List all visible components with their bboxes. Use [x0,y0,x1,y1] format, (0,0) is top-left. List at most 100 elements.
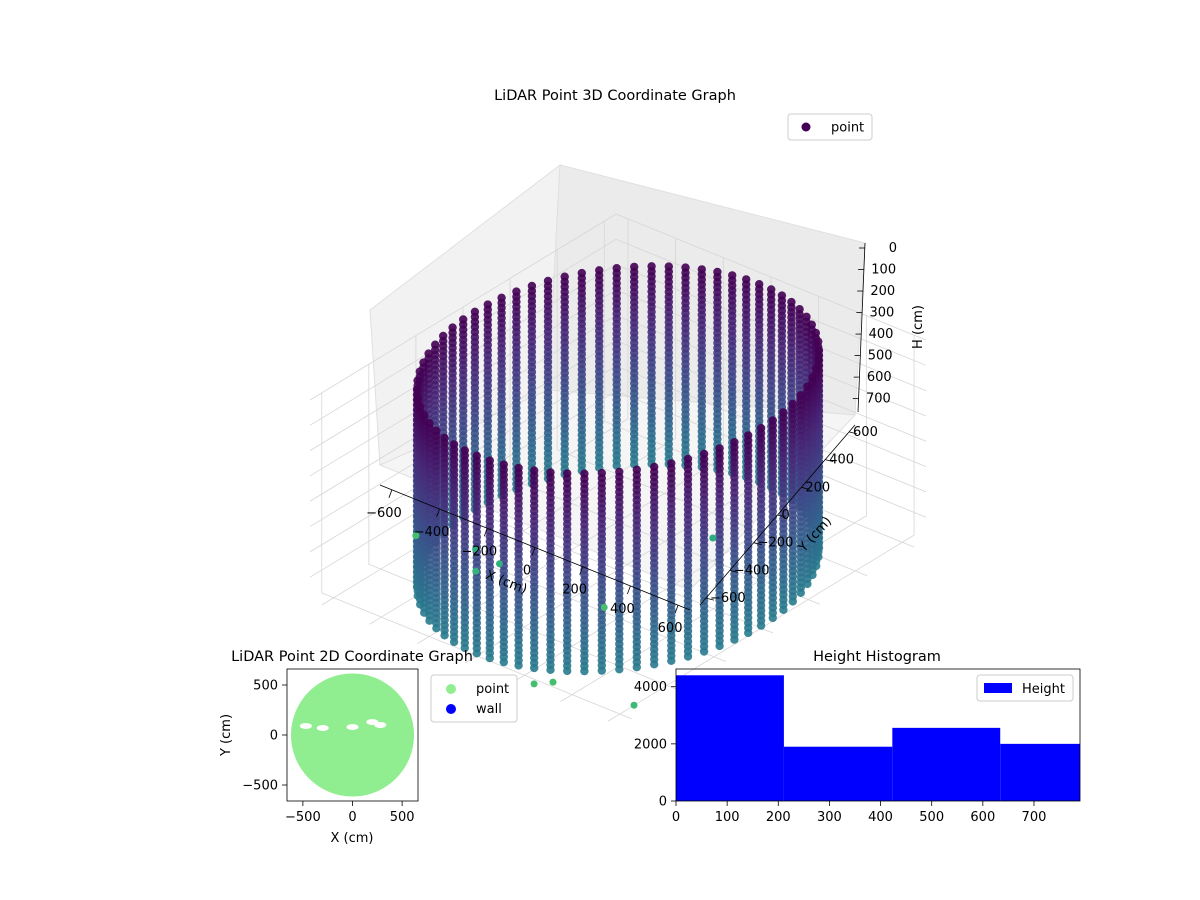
legend-2d-wall-marker [446,704,456,714]
legend-3d-marker [801,122,811,132]
outlier-point [472,567,480,575]
histogram-title: Height Histogram [813,649,941,665]
histogram-x-tick: 200 [766,810,791,825]
legend-histogram-label: Height [1022,682,1065,697]
cloud-point [667,459,676,468]
histogram-x-tick: 400 [868,810,893,825]
z-tick-3d: 300 [870,306,895,321]
plot-3d-title: LiDAR Point 3D Coordinate Graph [494,88,736,104]
cloud-point [440,433,449,443]
cloud-point [595,266,604,275]
cloud-point [730,438,739,447]
cloud-point [811,328,820,338]
y-tick-2d: 0 [270,729,278,744]
cloud-point [499,460,508,469]
legend-3d: point [787,113,873,141]
cloud-point [814,337,823,346]
point-series-disk [290,673,415,797]
cloud-point [483,300,492,309]
cloud-point [449,440,459,449]
cloud-point [742,275,751,284]
histogram-x-tick: 0 [672,810,680,825]
cloud-point [470,307,480,316]
cloud-point [420,411,429,420]
cloud-point [543,276,553,286]
cloud-point [767,285,776,294]
cloud-point [699,449,709,459]
cloud-point [814,346,824,355]
histogram-x-tick: 300 [817,810,842,825]
cloud-point [795,305,804,314]
y-tick-3d: −600 [710,591,746,606]
y-tick-3d: 600 [853,425,878,440]
scan-gap [346,724,359,730]
cloud-point [431,340,440,349]
cloud-point [803,382,812,391]
histogram-x-tick: 100 [715,810,740,825]
histogram-bar [892,727,1001,801]
x-tick-3d: 400 [610,602,635,617]
histogram-bars [676,675,1080,801]
cloud-point [755,280,764,289]
plot-2d-title: LiDAR Point 2D Coordinate Graph [231,649,473,665]
cloud-point [632,465,641,474]
cloud-point [485,456,494,465]
x-tick-2d: −500 [285,810,321,825]
histogram-bar [676,675,784,801]
cloud-point [812,364,821,373]
legend-2d-point-marker [446,684,456,694]
z-tick-3d: 0 [889,241,897,256]
cloud-point [448,323,457,332]
histogram-y-tick: 0 [659,795,667,810]
cloud-point [527,281,537,291]
y-axis-2d: −500 0 500 [242,679,287,794]
histogram-x-axis: 0 100 200 300 400 500 600 700 [672,801,1047,825]
cloud-point [814,355,823,364]
cloud-point [530,466,539,475]
cloud-point [416,402,425,412]
histogram-y-tick: 2000 [634,737,667,752]
histogram-x-tick: 500 [919,810,944,825]
z-tick-3d: 400 [869,327,894,342]
outlier-point [709,534,717,542]
point-cloud [412,262,824,676]
cloud-point [415,367,424,376]
plot-3d: LiDAR Point 3D Coordinate Graph −600 −400… [309,88,927,722]
outlier-point [412,532,420,540]
cloud-point [412,385,422,394]
outlier-point [472,545,480,553]
cloud-point [768,416,777,425]
histogram-y-tick: 4000 [634,680,667,695]
cloud-point [432,426,441,435]
x-tick-3d: −200 [461,544,497,559]
y-axis-3d: −600 −400 −200 0 200 400 600 [699,424,878,606]
cloud-point [472,451,481,460]
cloud-point [808,373,817,382]
cloud-point [713,267,722,277]
x-axis-3d: −600 −400 −200 0 200 400 600 [366,484,691,636]
cloud-point [728,271,737,280]
cloud-point [756,424,766,433]
cloud-point [597,468,606,478]
x-tick-3d: 0 [523,564,531,579]
y-tick-3d: 0 [782,508,790,523]
cloud-point [647,262,656,271]
histogram-x-tick: 700 [1022,810,1047,825]
cloud-point [697,265,706,274]
x-tick-3d: 200 [562,583,587,598]
histogram-y-axis: 0 2000 4000 [634,680,676,810]
x-tick-2d: 0 [348,810,356,825]
z-tick-3d: 600 [867,370,892,385]
y-tick-3d: −400 [734,563,770,578]
scan-gap [374,722,387,728]
cloud-point [439,331,448,341]
cloud-point [560,272,569,281]
z-axis-3d-label: H (cm) [911,305,926,349]
legend-histogram-swatch [984,683,1012,693]
x-tick-3d: −400 [414,525,450,540]
cloud-point [787,297,796,307]
legend-3d-label: point [831,121,864,136]
histogram-frame [675,668,1081,802]
cloud-point [497,293,506,302]
cloud-point [459,315,468,324]
